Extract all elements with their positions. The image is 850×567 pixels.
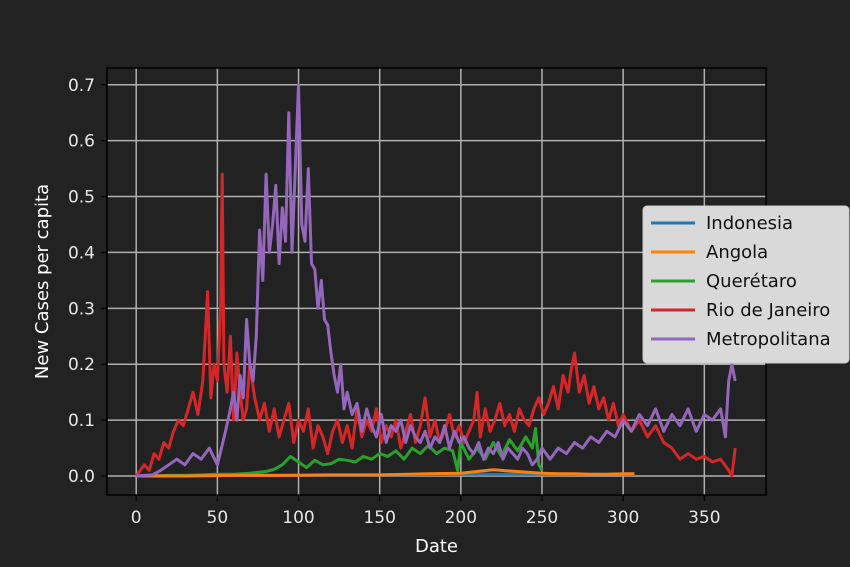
- y-tick-label: 0.0: [68, 467, 95, 487]
- x-tick-label: 150: [363, 508, 395, 528]
- y-tick-label: 0.7: [68, 76, 95, 96]
- x-tick-label: 0: [131, 508, 142, 528]
- legend-box: [642, 205, 850, 364]
- x-tick-label: 350: [688, 508, 720, 528]
- y-axis-label: New Cases per capita: [32, 184, 53, 379]
- x-tick-label: 50: [207, 508, 229, 528]
- series-line-angola: [136, 468, 635, 478]
- y-tick-label: 0.6: [68, 132, 95, 152]
- legend-label: Rio de Janeiro: [706, 300, 830, 321]
- x-tick-label: 300: [607, 508, 639, 528]
- y-tick-label: 0.3: [68, 299, 95, 319]
- legend-label: Indonesia: [706, 213, 793, 234]
- y-tick-label: 0.1: [68, 411, 95, 431]
- series-line-rio-de-janeiro: [134, 172, 737, 478]
- legend: Indonesia Angola Querétaro Rio de Janeiro Me…: [642, 205, 850, 364]
- tick-marks: 0 50 100 150 200 250 300 350 0.0 0.1 0.2 0.3 0.4 0.5 0…: [68, 76, 721, 528]
- x-tick-label: 250: [526, 508, 558, 528]
- legend-label: Metropolitana: [706, 329, 831, 350]
- y-tick-label: 0.2: [68, 355, 95, 375]
- x-axis-label: Date: [415, 536, 458, 557]
- x-tick-label: 200: [445, 508, 477, 528]
- series-line-quer-taro: [136, 427, 544, 478]
- y-tick-label: 0.5: [68, 188, 95, 208]
- legend-label: Angola: [706, 242, 768, 263]
- legend-label: Querétaro: [706, 271, 797, 292]
- x-tick-label: 100: [282, 508, 314, 528]
- series-line-metropolitana: [136, 83, 737, 478]
- series-lines: [134, 83, 737, 478]
- y-tick-label: 0.4: [68, 243, 95, 263]
